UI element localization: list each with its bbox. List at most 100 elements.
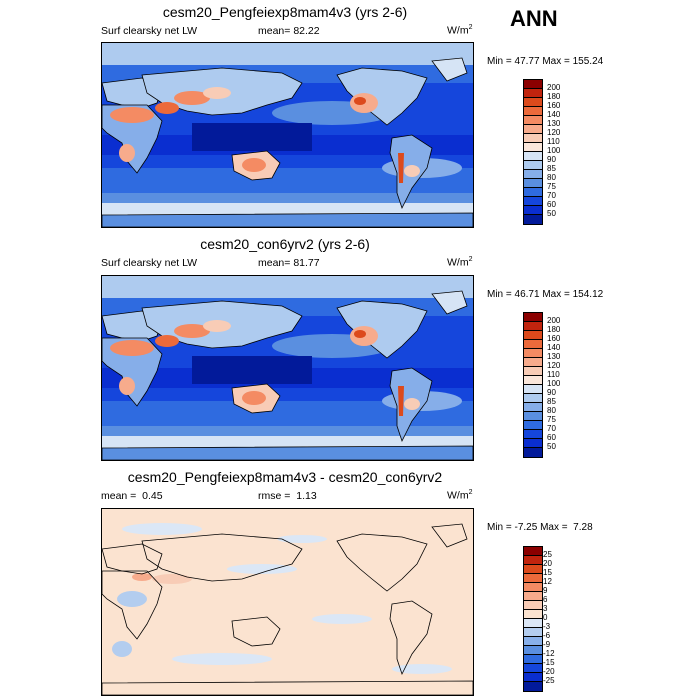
colorbar-swatch	[524, 412, 542, 421]
colorbar-swatch	[524, 448, 542, 457]
colorbar-swatch	[524, 206, 542, 215]
colorbar-tick-label: 80	[547, 406, 556, 415]
colorbar-tick-label: 85	[547, 164, 556, 173]
colorbar-swatch	[524, 394, 542, 403]
colorbar-tick-label: 90	[547, 388, 556, 397]
colorbar-tick-label: 6	[543, 595, 548, 604]
colorbar-swatch	[524, 331, 542, 340]
colorbar-swatch	[524, 385, 542, 394]
colorbar-tick-label: 160	[547, 101, 561, 110]
colorbar-tick-label: 140	[547, 110, 561, 119]
season-label: ANN	[510, 6, 558, 31]
colorbar-swatch	[524, 376, 542, 385]
colorbar-swatch	[524, 152, 542, 161]
colorbar-swatch	[524, 439, 542, 448]
panel-1-colorbar	[523, 79, 543, 225]
colorbar-tick-label: 200	[547, 316, 561, 325]
colorbar-tick-label: 20	[543, 559, 552, 568]
panel-1-title: cesm20_Pengfeiexp8mam4v3 (yrs 2-6)	[162, 4, 408, 20]
colorbar-swatch	[524, 583, 542, 592]
colorbar-swatch	[524, 574, 542, 583]
colorbar-tick-label: 80	[547, 173, 556, 182]
colorbar-swatch	[524, 601, 542, 610]
colorbar-tick-label: 50	[547, 209, 556, 218]
colorbar-swatch	[524, 430, 542, 439]
colorbar-tick-label: 85	[547, 397, 556, 406]
colorbar-swatch	[524, 188, 542, 197]
panel-3-minmax: Min = -7.25 Max = 7.28	[487, 522, 593, 533]
colorbar-swatch	[524, 610, 542, 619]
colorbar-swatch	[524, 125, 542, 134]
panel-2-title: cesm20_con6yrv2 (yrs 2-6)	[200, 236, 370, 252]
colorbar-swatch	[524, 107, 542, 116]
panel-3-title: cesm20_Pengfeiexp8mam4v3 - cesm20_con6yr…	[127, 469, 443, 485]
colorbar-swatch	[524, 179, 542, 188]
colorbar-tick-label: 15	[543, 568, 552, 577]
colorbar-tick-label: 60	[547, 433, 556, 442]
colorbar-tick-label: 75	[547, 415, 556, 424]
colorbar-tick-label: 3	[543, 604, 548, 613]
panel-1-mean: mean= 82.22	[258, 25, 320, 37]
colorbar-tick-label: -15	[543, 658, 555, 667]
panel-3-colorbar	[523, 546, 543, 692]
colorbar-tick-label: 160	[547, 334, 561, 343]
colorbar-tick-label: 130	[547, 119, 561, 128]
colorbar-swatch	[524, 349, 542, 358]
panel-1-minmax: Min = 47.77 Max = 155.24	[487, 56, 604, 67]
panel-2-minmax: Min = 46.71 Max = 154.12	[487, 289, 604, 300]
colorbar-tick-label: -20	[543, 667, 555, 676]
colorbar-tick-label: 180	[547, 92, 561, 101]
colorbar-swatch	[524, 664, 542, 673]
colorbar-swatch	[524, 134, 542, 143]
colorbar-tick-label: -12	[543, 649, 555, 658]
colorbar-swatch	[524, 673, 542, 682]
colorbar-tick-label: -6	[543, 631, 551, 640]
colorbar-tick-label: 12	[543, 577, 552, 586]
colorbar-tick-label: 130	[547, 352, 561, 361]
colorbar-swatch	[524, 80, 542, 89]
colorbar-swatch	[524, 197, 542, 206]
colorbar-swatch	[524, 340, 542, 349]
colorbar-swatch	[524, 637, 542, 646]
panel-3-mean: mean = 0.45	[101, 490, 163, 502]
colorbar-swatch	[524, 646, 542, 655]
colorbar-tick-label: 180	[547, 325, 561, 334]
panel-3-map	[101, 508, 474, 696]
colorbar-swatch	[524, 358, 542, 367]
colorbar-swatch	[524, 619, 542, 628]
colorbar-swatch	[524, 592, 542, 601]
colorbar-tick-label: 50	[547, 442, 556, 451]
colorbar-swatch	[524, 215, 542, 224]
colorbar-swatch	[524, 565, 542, 574]
colorbar-swatch	[524, 313, 542, 322]
colorbar-tick-label: 100	[547, 146, 561, 155]
colorbar-tick-label: 110	[547, 370, 560, 379]
panel-3-rmse: rmse = 1.13	[258, 490, 317, 502]
colorbar-swatch	[524, 143, 542, 152]
colorbar-tick-label: 75	[547, 182, 556, 191]
colorbar-swatch	[524, 682, 542, 691]
colorbar-tick-label: 100	[547, 379, 561, 388]
colorbar-tick-label: 0	[543, 613, 548, 622]
colorbar-tick-label: 9	[543, 586, 548, 595]
colorbar-tick-label: 25	[543, 550, 552, 559]
colorbar-tick-label: -9	[543, 640, 551, 649]
colorbar-tick-label: 140	[547, 343, 561, 352]
colorbar-tick-label: 120	[547, 361, 561, 370]
colorbar-swatch	[524, 170, 542, 179]
colorbar-swatch	[524, 367, 542, 376]
colorbar-swatch	[524, 116, 542, 125]
colorbar-swatch	[524, 628, 542, 637]
colorbar-tick-label: 70	[547, 191, 556, 200]
colorbar-swatch	[524, 547, 542, 556]
colorbar-swatch	[524, 421, 542, 430]
colorbar-tick-label: -3	[543, 622, 551, 631]
panel-2-map	[101, 275, 474, 461]
colorbar-swatch	[524, 322, 542, 331]
panel-2-mean: mean= 81.77	[258, 257, 320, 269]
colorbar-tick-label: 70	[547, 424, 556, 433]
panel-2-colorbar	[523, 312, 543, 458]
panel-2-variable-label: Surf clearsky net LW	[101, 257, 198, 269]
colorbar-tick-label: 60	[547, 200, 556, 209]
colorbar-tick-label: 120	[547, 128, 561, 137]
